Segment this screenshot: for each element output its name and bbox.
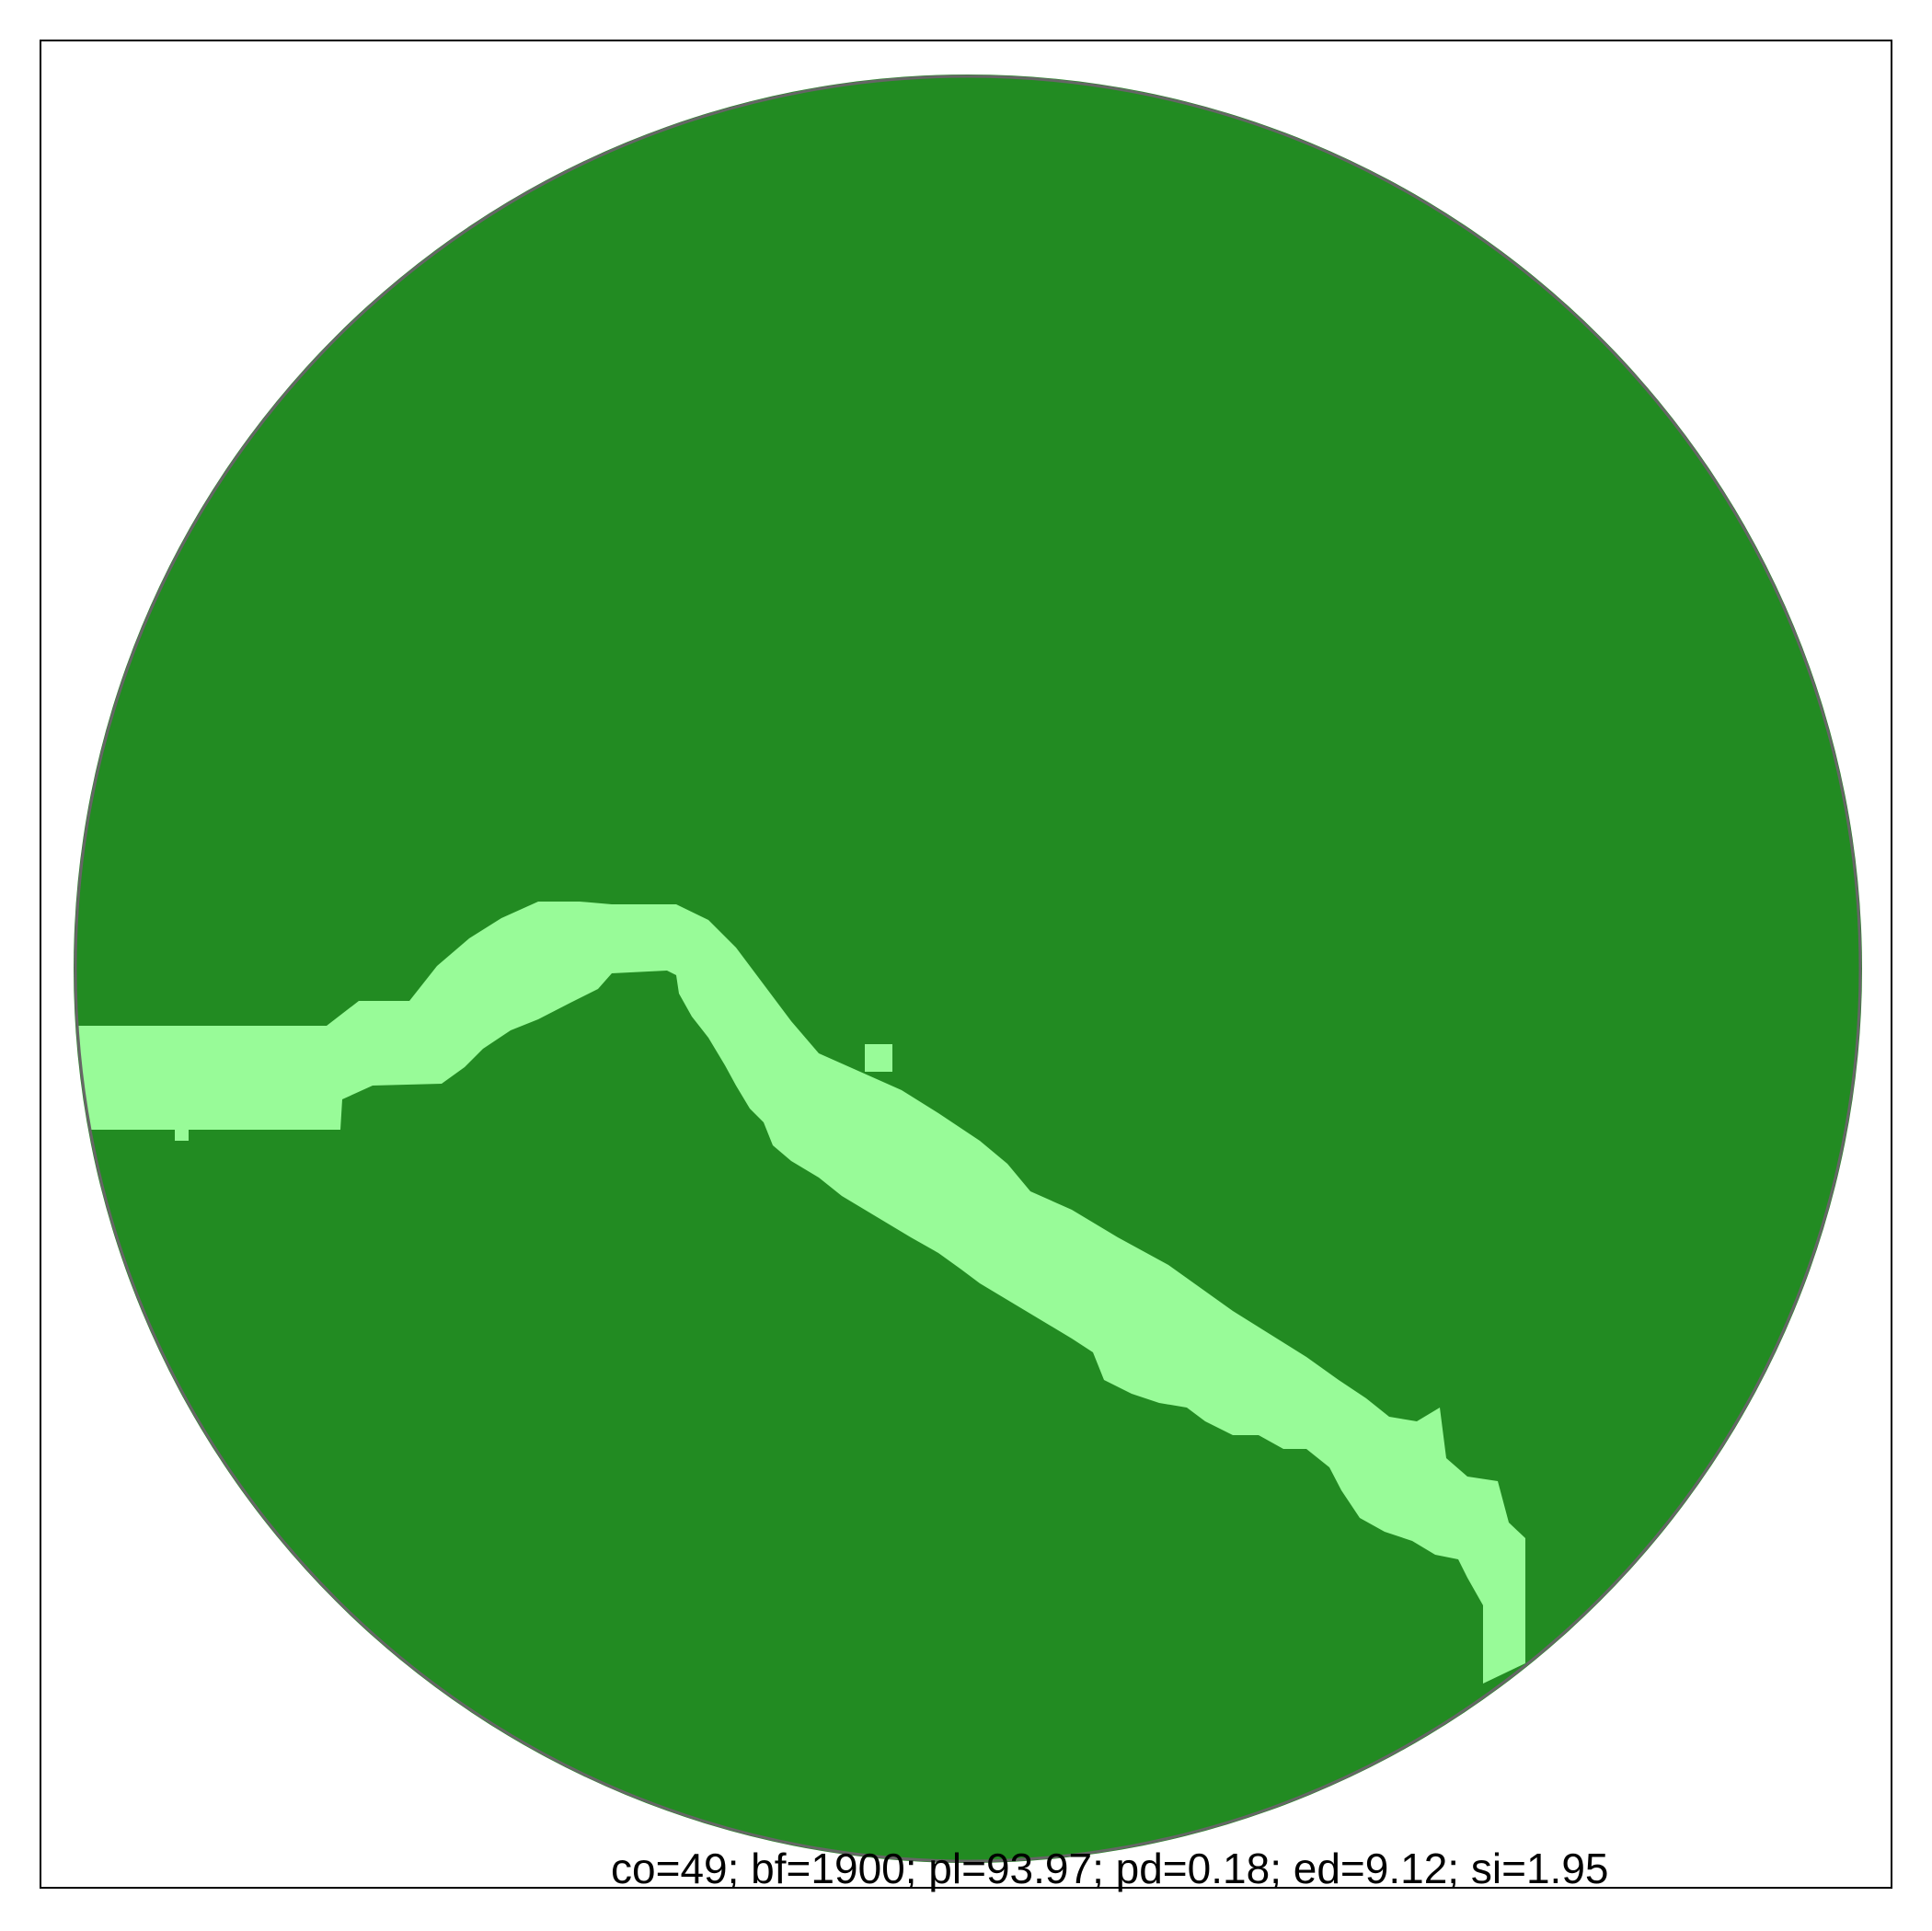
corridor-band [75, 902, 1525, 1684]
corridor-group [75, 902, 1525, 1684]
metrics-caption: co=49; bf=1900; pl=93.97; pd=0.18; ed=9.… [611, 1845, 1609, 1892]
boundary-circle [74, 75, 1862, 1863]
corridor-patch [865, 1044, 892, 1072]
habitat-disk [74, 75, 1862, 1863]
